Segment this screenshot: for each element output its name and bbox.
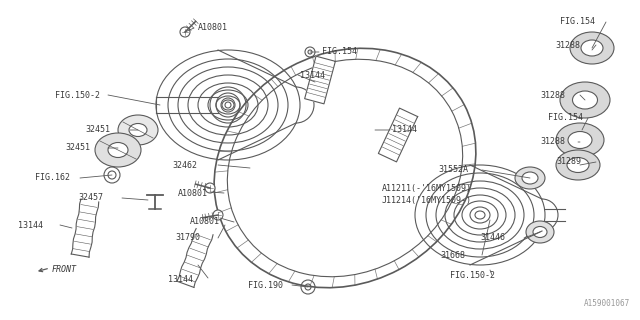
Ellipse shape xyxy=(568,132,592,148)
Text: 31288: 31288 xyxy=(555,41,580,50)
Text: 31289: 31289 xyxy=(556,157,581,166)
Ellipse shape xyxy=(567,157,589,172)
Text: FIG.150-2: FIG.150-2 xyxy=(55,91,100,100)
Ellipse shape xyxy=(573,91,598,109)
Text: 32462: 32462 xyxy=(172,161,197,170)
Text: 32451: 32451 xyxy=(85,125,110,134)
Text: 13144: 13144 xyxy=(392,125,417,134)
Text: A10801: A10801 xyxy=(190,218,220,227)
Ellipse shape xyxy=(522,172,538,184)
Text: 13144: 13144 xyxy=(300,70,325,79)
Text: 31446: 31446 xyxy=(480,234,505,243)
Ellipse shape xyxy=(515,167,545,189)
Text: FIG.154: FIG.154 xyxy=(322,47,357,57)
Text: 31790: 31790 xyxy=(175,234,200,243)
Ellipse shape xyxy=(556,150,600,180)
Ellipse shape xyxy=(556,123,604,157)
Text: A159001067: A159001067 xyxy=(584,299,630,308)
Text: A10801: A10801 xyxy=(178,188,208,197)
Ellipse shape xyxy=(581,40,603,56)
Polygon shape xyxy=(305,56,335,104)
Text: FIG.150-2: FIG.150-2 xyxy=(450,270,495,279)
Text: A10801: A10801 xyxy=(198,23,228,33)
Text: 13144: 13144 xyxy=(18,220,43,229)
Text: 31288: 31288 xyxy=(540,91,565,100)
Ellipse shape xyxy=(108,142,128,157)
Ellipse shape xyxy=(118,115,158,145)
Ellipse shape xyxy=(560,82,610,118)
Text: J11214('16MY1509-): J11214('16MY1509-) xyxy=(382,196,472,204)
Ellipse shape xyxy=(533,227,547,237)
Text: 32457: 32457 xyxy=(78,194,103,203)
Ellipse shape xyxy=(526,221,554,243)
Polygon shape xyxy=(378,108,418,162)
Text: FIG.190: FIG.190 xyxy=(248,281,283,290)
Circle shape xyxy=(180,27,190,37)
Ellipse shape xyxy=(95,133,141,167)
Text: 31288: 31288 xyxy=(540,138,565,147)
Text: 31552A: 31552A xyxy=(438,165,468,174)
Ellipse shape xyxy=(129,124,147,137)
Ellipse shape xyxy=(570,32,614,64)
Circle shape xyxy=(213,210,223,220)
Text: FIG.154: FIG.154 xyxy=(548,114,583,123)
Text: 13144: 13144 xyxy=(168,276,193,284)
Text: A11211(-'16MY1509): A11211(-'16MY1509) xyxy=(382,183,472,193)
Text: 31668: 31668 xyxy=(440,251,465,260)
Text: FRONT: FRONT xyxy=(52,266,77,275)
Text: FIG.162: FIG.162 xyxy=(35,173,70,182)
Circle shape xyxy=(205,183,215,193)
Text: FIG.154: FIG.154 xyxy=(560,18,595,27)
Text: 32451: 32451 xyxy=(65,143,90,153)
